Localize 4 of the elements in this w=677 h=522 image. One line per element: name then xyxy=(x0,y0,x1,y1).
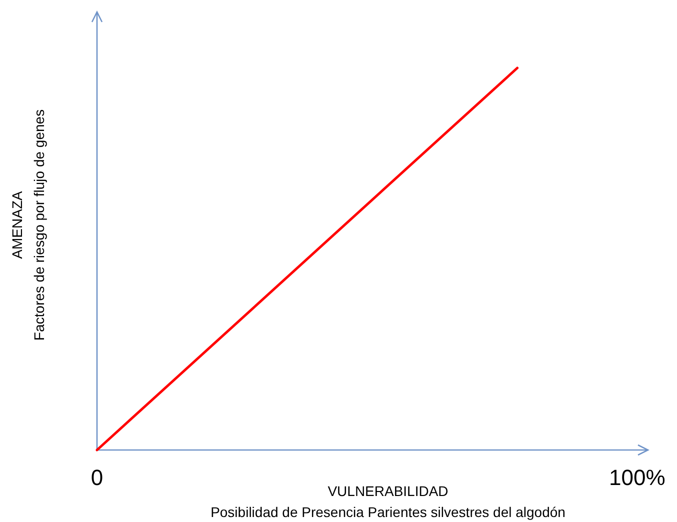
x-axis-title: VULNERABILIDAD Posibilidad de Presencia Parientes silvestres del algodón xyxy=(210,483,566,520)
y-axis-title: AMENAZA Factores de riesgo por flujo de genes xyxy=(9,109,47,341)
x-tick-label: 100% xyxy=(609,465,666,490)
x-tick-label: 0 xyxy=(90,465,104,490)
